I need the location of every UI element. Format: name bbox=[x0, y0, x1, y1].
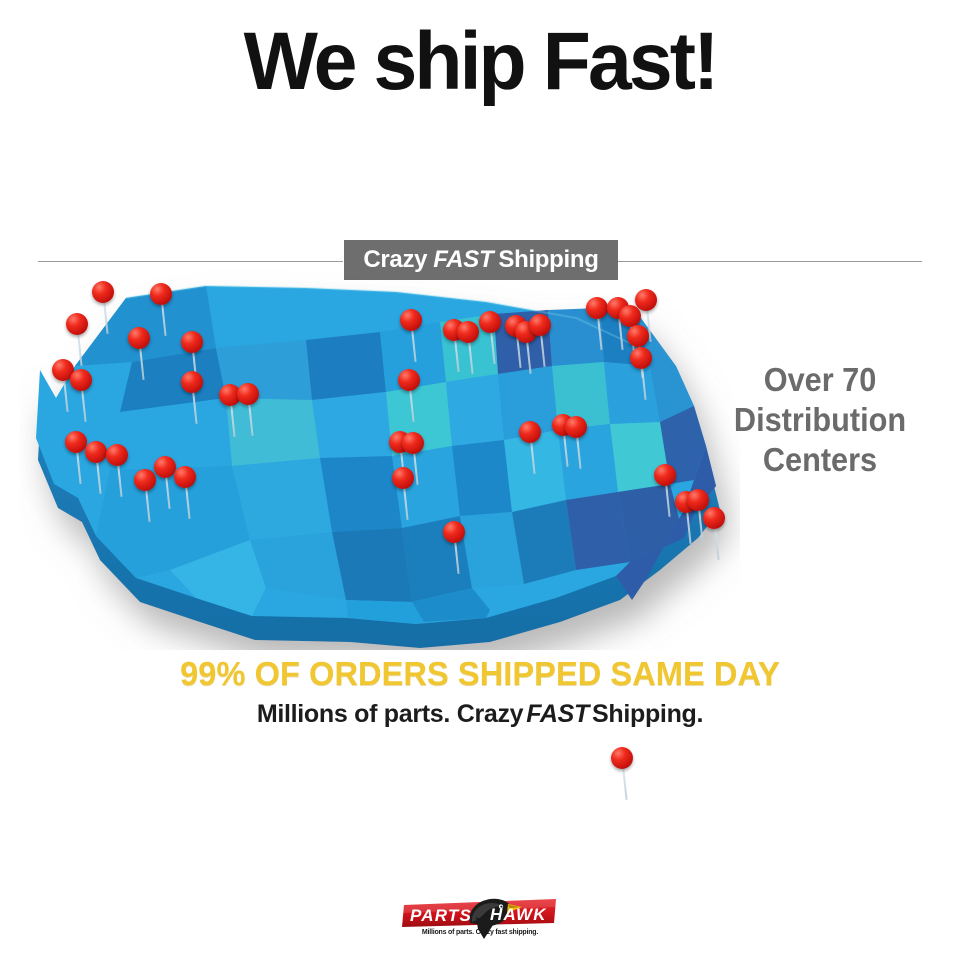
tagline: Millions of parts. Crazy FAST Shipping. bbox=[0, 700, 960, 729]
us-distribution-map bbox=[20, 270, 740, 800]
divider-line-left bbox=[38, 261, 343, 262]
hawk-icon bbox=[469, 898, 522, 939]
map-pin-head bbox=[654, 464, 676, 486]
map-pin-head bbox=[619, 305, 641, 327]
callout-line-2: Distribution bbox=[733, 401, 907, 438]
map-pin-head bbox=[630, 347, 652, 369]
tagline-pre-label: Millions of parts. Crazy bbox=[256, 700, 524, 728]
map-pin-head bbox=[586, 297, 608, 319]
map-pin-head bbox=[219, 384, 241, 406]
map-pin-head bbox=[128, 327, 150, 349]
map-pin-head bbox=[611, 747, 633, 769]
map-pin-head bbox=[52, 359, 74, 381]
same-day-shipping-headline: 99% OF ORDERS SHIPPED SAME DAY bbox=[180, 655, 780, 692]
map-pin-head bbox=[529, 314, 551, 336]
logo-mark: PARTS HAWK bbox=[402, 898, 556, 939]
tagline-emphasis-label: FAST bbox=[526, 700, 589, 728]
map-pin-head bbox=[392, 467, 414, 489]
map-pin-head bbox=[565, 416, 587, 438]
map-top-edge-highlight bbox=[125, 284, 637, 347]
parts-hawk-logo[interactable]: PARTS HAWK Millions of parts. Crazy fast… bbox=[398, 895, 562, 947]
map-pin-head bbox=[70, 369, 92, 391]
page-title: We ship Fast! bbox=[243, 16, 720, 107]
logo-tagline: Millions of parts. Crazy fast shipping. bbox=[421, 929, 539, 936]
tagline-post-label: Shipping. bbox=[592, 700, 704, 728]
logo-word-hawk: HAWK bbox=[490, 905, 547, 924]
map-pin-head bbox=[134, 469, 156, 491]
banner-post-label: Shipping bbox=[498, 246, 599, 273]
banner-pre-label: Crazy bbox=[363, 246, 428, 273]
map-pin-head bbox=[92, 281, 114, 303]
callout-line-3: Centers bbox=[762, 441, 878, 478]
map-pin-head bbox=[687, 489, 709, 511]
logo-word-parts: PARTS bbox=[410, 906, 472, 925]
map-pin-head bbox=[457, 321, 479, 343]
map-pin-head bbox=[181, 371, 203, 393]
map-pin-head bbox=[627, 325, 649, 347]
map-pin-head bbox=[181, 331, 203, 353]
map-pin-head bbox=[150, 283, 172, 305]
map-pin-head bbox=[400, 309, 422, 331]
map-pin-head bbox=[237, 383, 259, 405]
map-pin-head bbox=[519, 421, 541, 443]
map-pin-head bbox=[703, 507, 725, 529]
crazy-fast-shipping-banner: Crazy FAST Shipping bbox=[344, 240, 618, 280]
banner-emphasis-label: FAST bbox=[433, 246, 494, 273]
map-pin-head bbox=[402, 432, 424, 454]
map-pin-stem bbox=[621, 765, 627, 800]
map-pin-head bbox=[398, 369, 420, 391]
map-pin-head bbox=[65, 431, 87, 453]
map-pin-head bbox=[85, 441, 107, 463]
divider-line-right bbox=[617, 261, 922, 262]
map-pin-head bbox=[443, 521, 465, 543]
map-pin-head bbox=[479, 311, 501, 333]
distribution-centers-callout: Over 70 Distribution Centers bbox=[713, 360, 927, 480]
callout-line-1: Over 70 bbox=[763, 361, 877, 398]
map-pin-head bbox=[635, 289, 657, 311]
map-pin-head bbox=[106, 444, 128, 466]
map-pin-head bbox=[66, 313, 88, 335]
map-pin-head bbox=[174, 466, 196, 488]
map-pin-head bbox=[154, 456, 176, 478]
